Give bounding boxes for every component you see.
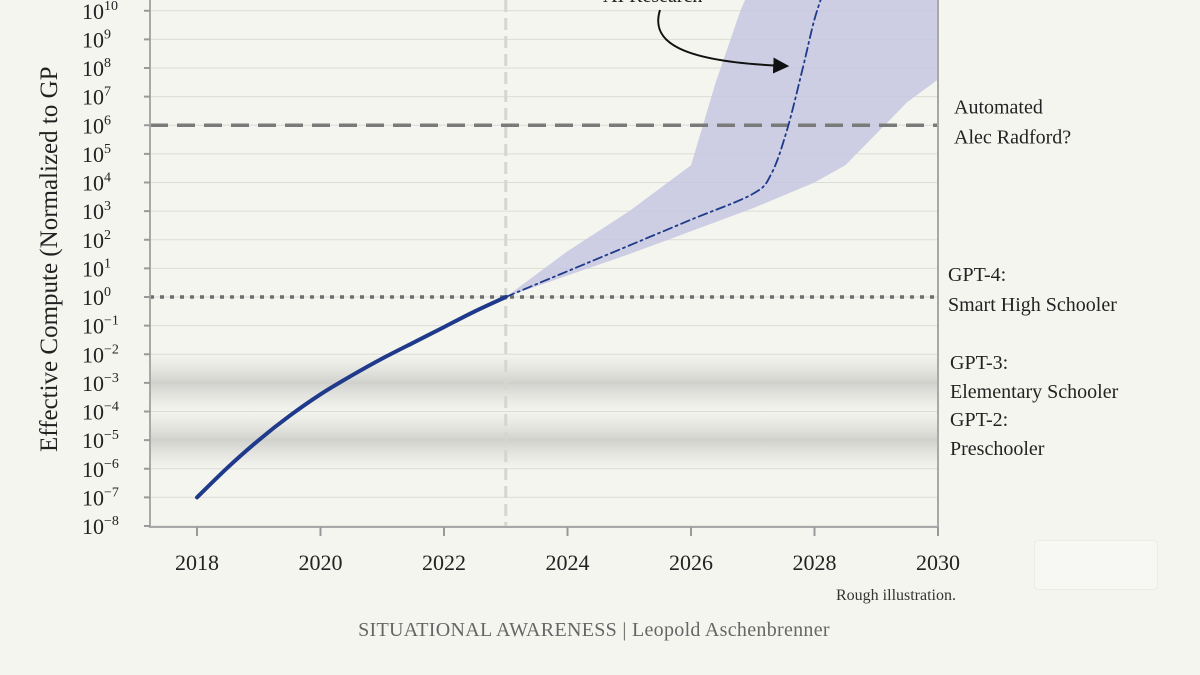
y-tick-label: 101 bbox=[82, 256, 111, 281]
y-tick-label: 106 bbox=[82, 113, 111, 138]
y-tick-label: 10−4 bbox=[82, 400, 119, 425]
y-tick-label: 108 bbox=[82, 56, 111, 81]
annotation-arrow bbox=[657, 9, 790, 74]
level-label-0-0: GPT-3: bbox=[950, 352, 1008, 374]
y-tick-label: 105 bbox=[82, 142, 111, 167]
ai-research-label: AI Research bbox=[603, 0, 702, 7]
y-tick-label: 10−1 bbox=[82, 314, 119, 339]
x-tick-label: 2028 bbox=[793, 550, 837, 575]
y-tick-label: 10−7 bbox=[82, 485, 119, 510]
x-tick-label: 2026 bbox=[669, 550, 713, 575]
reference-label-1-1: Smart High Schooler bbox=[948, 294, 1117, 316]
level-label-1-0: GPT-2: bbox=[950, 409, 1008, 431]
reference-label-1-0: GPT-4: bbox=[948, 264, 1006, 286]
level-label-1-1: Preschooler bbox=[950, 438, 1045, 460]
x-tick-label: 2024 bbox=[546, 550, 590, 575]
uncertainty-band bbox=[505, 0, 938, 297]
credit-line: SITUATIONAL AWARENESS | Leopold Aschenbr… bbox=[358, 619, 830, 641]
y-tick-label: 103 bbox=[82, 199, 111, 224]
reference-label-0-0: Automated bbox=[954, 96, 1043, 118]
y-tick-label: 10−6 bbox=[82, 457, 119, 482]
y-tick-label: 100 bbox=[82, 285, 111, 310]
series-line-1 bbox=[504, 0, 822, 298]
rough-illustration-note: Rough illustration. bbox=[836, 587, 956, 604]
y-tick-label: 107 bbox=[82, 85, 111, 110]
x-tick-label: 2018 bbox=[175, 550, 219, 575]
y-tick-label: 1010 bbox=[82, 0, 118, 24]
x-tick-label: 2020 bbox=[299, 550, 343, 575]
series-line-0 bbox=[195, 295, 508, 500]
reference-label-0-1: Alec Radford? bbox=[954, 126, 1071, 148]
blank-panel bbox=[1034, 540, 1158, 590]
y-tick-label: 109 bbox=[82, 27, 111, 52]
y-tick-label: 10−8 bbox=[82, 514, 119, 539]
y-tick-label: 10−3 bbox=[82, 371, 119, 396]
y-axis-label: Effective Compute (Normalized to GP bbox=[36, 66, 63, 452]
y-tick-label: 10−5 bbox=[82, 428, 119, 453]
y-tick-label: 104 bbox=[82, 171, 111, 196]
x-tick-label: 2030 bbox=[916, 550, 960, 575]
level-label-0-1: Elementary Schooler bbox=[950, 381, 1119, 403]
y-tick-label: 10−2 bbox=[82, 342, 119, 367]
y-tick-label: 102 bbox=[82, 228, 111, 253]
x-tick-label: 2022 bbox=[422, 550, 466, 575]
